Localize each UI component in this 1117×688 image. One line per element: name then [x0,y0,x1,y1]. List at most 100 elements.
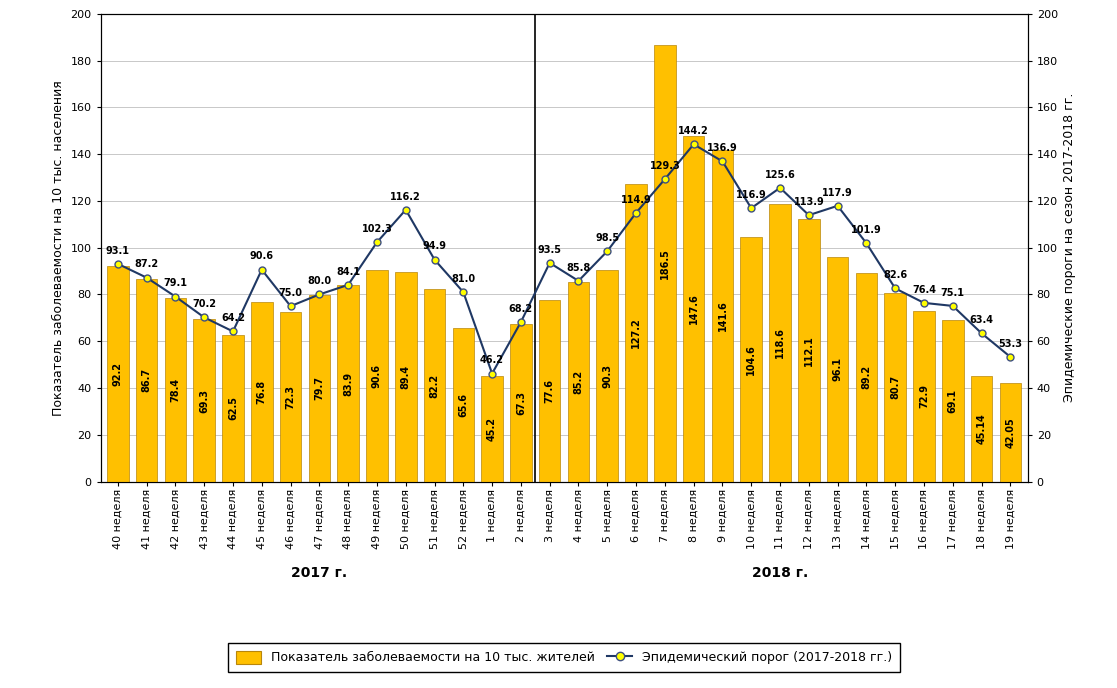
Text: 114.9: 114.9 [621,195,651,204]
Text: 90.6: 90.6 [250,252,274,261]
Text: 94.9: 94.9 [422,241,447,251]
Text: 104.6: 104.6 [746,344,756,375]
Bar [567,282,590,482]
Bar [136,279,157,482]
Text: 87.2: 87.2 [134,259,159,270]
Bar [856,273,877,482]
Bar [798,219,820,482]
Text: 101.9: 101.9 [851,225,881,235]
Text: 93.5: 93.5 [537,245,562,255]
Bar [682,136,705,482]
Text: 2017 г.: 2017 г. [292,566,347,580]
Text: 78.4: 78.4 [171,378,180,402]
Text: 90.3: 90.3 [602,364,612,388]
Bar [251,302,273,482]
Text: 125.6: 125.6 [765,170,795,180]
Bar [770,204,791,482]
Text: 46.2: 46.2 [480,355,504,365]
Text: 93.1: 93.1 [106,246,130,256]
Text: 80.0: 80.0 [307,277,332,286]
Bar [942,320,964,482]
Text: 127.2: 127.2 [631,317,641,348]
Text: 76.4: 76.4 [911,285,936,294]
Text: 136.9: 136.9 [707,143,738,153]
Text: 144.2: 144.2 [678,126,709,136]
Text: 53.3: 53.3 [999,338,1022,349]
Text: 147.6: 147.6 [689,294,698,324]
Bar [1000,383,1021,482]
Text: 42.05: 42.05 [1005,417,1015,448]
Bar [222,335,244,482]
Bar [971,376,992,482]
Bar [279,312,302,482]
Text: 98.5: 98.5 [595,233,619,243]
Text: 79.7: 79.7 [314,376,324,400]
Text: 68.2: 68.2 [509,304,533,314]
Bar [596,270,618,482]
Text: 86.7: 86.7 [142,368,152,392]
Bar [423,290,446,482]
Text: 69.1: 69.1 [948,389,957,413]
Text: 129.3: 129.3 [649,161,680,171]
Bar [914,311,935,482]
Bar [193,319,214,482]
Bar [337,286,359,482]
Text: 89.2: 89.2 [861,365,871,389]
Text: 72.9: 72.9 [919,385,929,409]
Bar [827,257,849,482]
Text: 92.2: 92.2 [113,362,123,386]
Bar [107,266,128,482]
Bar [481,376,503,482]
Legend: Показатель заболеваемости на 10 тыс. жителей, Эпидемический порог (2017-2018 гг.: Показатель заболеваемости на 10 тыс. жит… [228,643,900,672]
Text: 72.3: 72.3 [286,385,296,409]
Text: 45.14: 45.14 [976,413,986,444]
Text: 63.4: 63.4 [970,315,994,325]
Text: 118.6: 118.6 [775,327,785,358]
Text: 79.1: 79.1 [163,279,188,288]
Text: 75.0: 75.0 [278,288,303,298]
Text: 80.7: 80.7 [890,375,900,399]
Text: 70.2: 70.2 [192,299,217,309]
Bar [366,270,388,482]
Text: 67.3: 67.3 [516,391,526,415]
Text: 76.8: 76.8 [257,380,267,404]
Text: 62.5: 62.5 [228,396,238,420]
Bar [655,45,676,482]
Text: 75.1: 75.1 [941,288,965,298]
Text: 64.2: 64.2 [221,313,245,323]
Text: 117.9: 117.9 [822,188,853,197]
Y-axis label: Показатель заболеваемости на 10 тыс. населения: Показатель заболеваемости на 10 тыс. нас… [51,80,65,416]
Text: 82.2: 82.2 [430,374,439,398]
Text: 65.6: 65.6 [458,393,468,417]
Bar [538,300,561,482]
Text: 116.2: 116.2 [390,191,421,202]
Bar [395,272,417,482]
Text: 102.3: 102.3 [362,224,392,234]
Text: 69.3: 69.3 [199,389,209,413]
Text: 90.6: 90.6 [372,364,382,387]
Text: 112.1: 112.1 [804,335,814,366]
Bar [510,324,532,482]
Y-axis label: Эпидемические пороги на сезон 2017-2018 гг.: Эпидемические пороги на сезон 2017-2018 … [1063,93,1077,402]
Text: 96.1: 96.1 [832,357,842,381]
Text: 45.2: 45.2 [487,417,497,441]
Text: 85.8: 85.8 [566,263,591,272]
Text: 116.9: 116.9 [736,190,766,200]
Bar [626,184,647,482]
Bar [308,295,331,482]
Text: 2018 г.: 2018 г. [752,566,809,580]
Text: 85.2: 85.2 [573,370,583,394]
Text: 81.0: 81.0 [451,274,476,284]
Text: 77.6: 77.6 [545,379,555,403]
Bar [885,293,906,482]
Text: 82.6: 82.6 [884,270,907,280]
Text: 186.5: 186.5 [660,248,670,279]
Bar [452,328,474,482]
Bar [741,237,762,482]
Text: 113.9: 113.9 [793,197,824,207]
Text: 84.1: 84.1 [336,267,360,277]
Text: 83.9: 83.9 [343,372,353,396]
Text: 141.6: 141.6 [717,301,727,332]
Bar [712,151,733,482]
Bar [164,298,187,482]
